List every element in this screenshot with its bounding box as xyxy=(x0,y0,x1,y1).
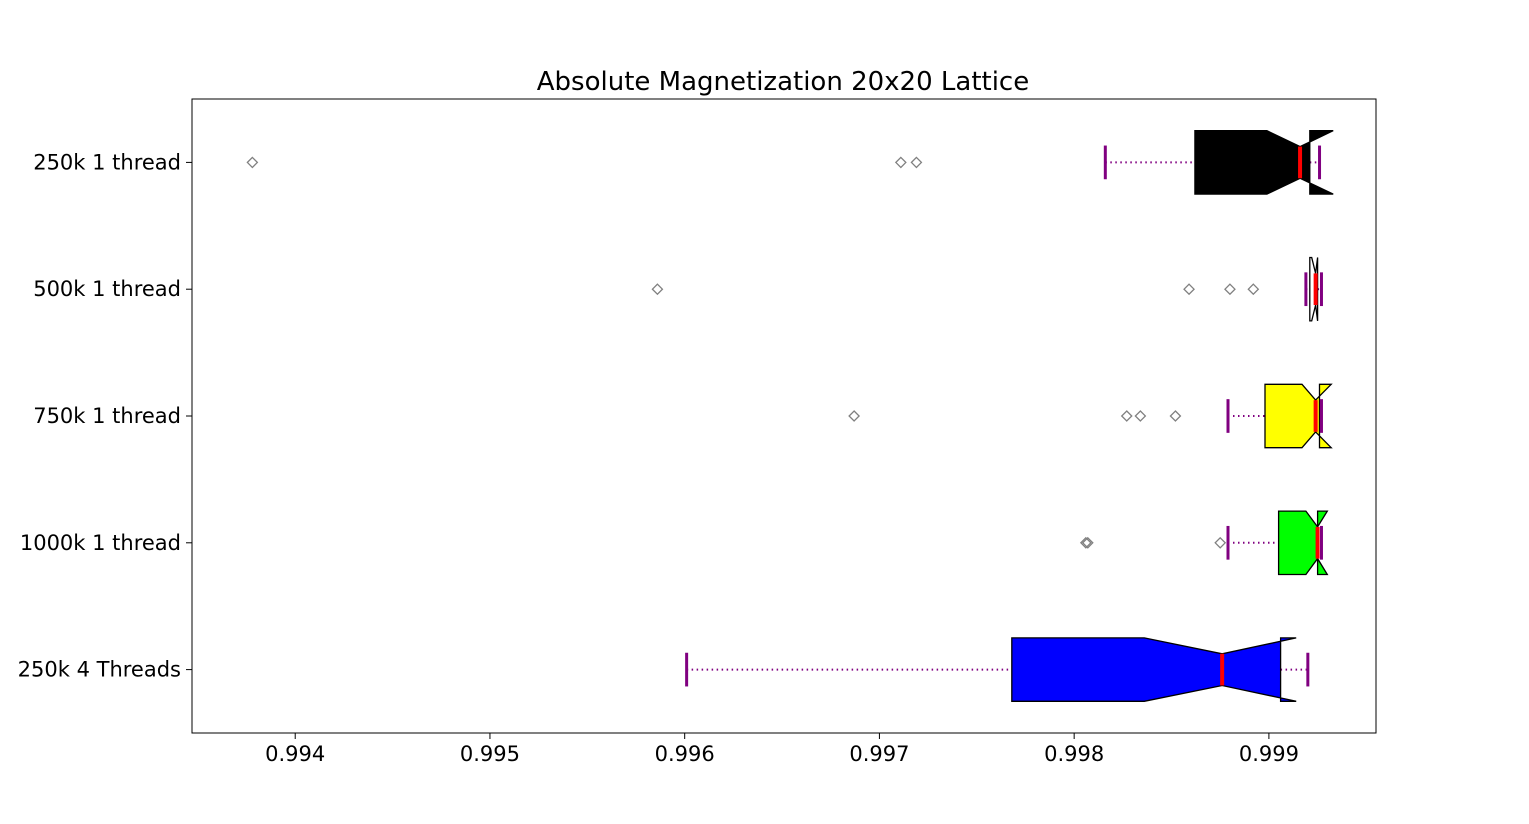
y-tick-label: 750k 1 thread xyxy=(33,404,181,428)
plot-area xyxy=(246,130,1334,702)
box-group xyxy=(651,256,1323,322)
y-tick-label: 500k 1 thread xyxy=(33,277,181,301)
outlier-point xyxy=(1224,283,1236,296)
x-tick-label: 0.997 xyxy=(849,742,909,766)
x-tick-label: 0.998 xyxy=(1044,742,1104,766)
x-tick-label: 0.994 xyxy=(265,742,325,766)
x-tick-label: 0.999 xyxy=(1239,742,1299,766)
outlier-point xyxy=(651,283,664,296)
x-tick-label: 0.995 xyxy=(460,742,520,766)
y-tick-label: 1000k 1 thread xyxy=(20,531,181,555)
outlier-point xyxy=(1169,410,1182,422)
box-body xyxy=(1011,637,1297,702)
outlier-point xyxy=(848,410,861,422)
y-tick-label: 250k 1 thread xyxy=(33,150,181,174)
outlier-point xyxy=(1247,283,1260,296)
outlier-point xyxy=(1214,536,1227,549)
outlier-point xyxy=(1134,410,1147,422)
box-group xyxy=(1079,510,1329,576)
outlier-point xyxy=(910,156,923,169)
chart-title: Absolute Magnetization 20x20 Lattice xyxy=(537,67,1029,97)
y-axis: 250k 1 thread 500k 1 thread 750k 1 thread 1… xyxy=(18,150,192,682)
box-group xyxy=(246,130,1334,195)
box-body xyxy=(1194,130,1334,195)
x-axis: 0.994 0.995 0.996 0.997 0.998 0.999 xyxy=(265,733,1299,766)
outlier-point xyxy=(1183,283,1195,296)
y-tick-label: 250k 4 Threads xyxy=(18,658,181,682)
outlier-point xyxy=(1120,410,1133,422)
outlier-point xyxy=(1079,536,1092,549)
outlier-point xyxy=(246,156,259,169)
x-tick-label: 0.996 xyxy=(655,742,715,766)
box-group xyxy=(685,637,1310,702)
box-group xyxy=(848,383,1333,449)
outlier-point xyxy=(1081,536,1094,549)
outlier-point xyxy=(894,156,907,169)
box-body xyxy=(1277,510,1329,576)
